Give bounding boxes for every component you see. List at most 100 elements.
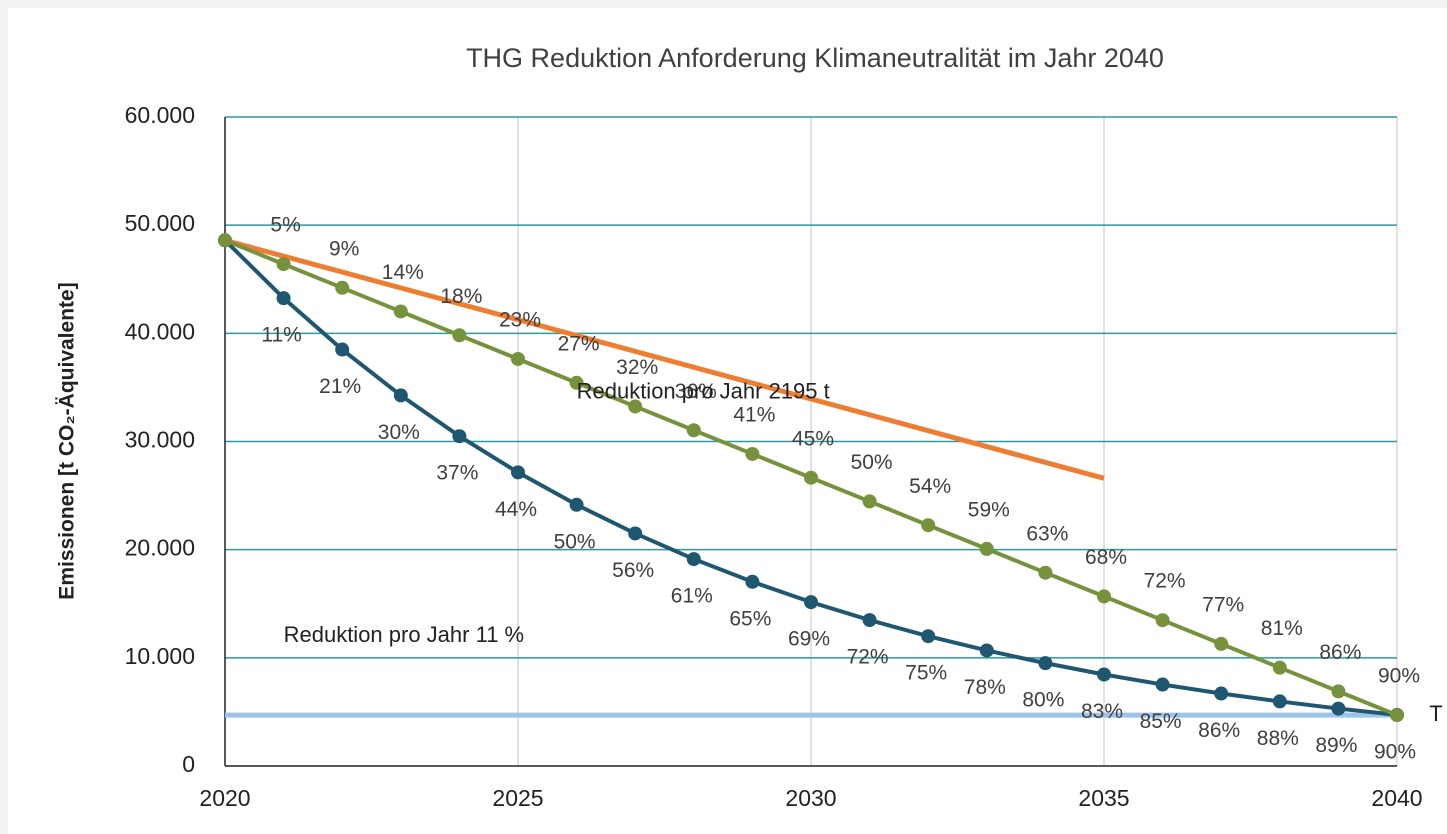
chart-title: THG Reduktion Anforderung Klimaneutralit… — [466, 43, 1164, 73]
data-point — [1214, 636, 1229, 651]
data-point — [335, 342, 350, 357]
x-tick-label: 2020 — [199, 785, 250, 811]
data-label: 41% — [733, 403, 775, 426]
data-label: 90% — [1378, 665, 1420, 688]
data-point — [393, 388, 408, 403]
data-point — [569, 375, 584, 390]
data-label: 65% — [729, 607, 771, 630]
x-tick-label: 2025 — [492, 785, 543, 811]
data-label: 81% — [1261, 617, 1303, 640]
data-point — [1272, 694, 1287, 709]
data-point — [862, 613, 877, 628]
data-label: 27% — [558, 332, 600, 355]
data-label: 32% — [616, 356, 658, 379]
data-point — [511, 351, 525, 366]
data-point — [686, 552, 701, 567]
data-label: 78% — [964, 676, 1006, 699]
y-tick-label: 60.000 — [125, 102, 195, 128]
data-label: 83% — [1081, 700, 1123, 723]
data-label: 75% — [905, 662, 947, 685]
data-label: 88% — [1257, 727, 1299, 750]
data-point — [276, 257, 291, 272]
data-point — [569, 497, 584, 512]
data-point — [628, 399, 643, 414]
data-point — [862, 494, 877, 509]
data-label: 77% — [1202, 593, 1244, 616]
data-point — [452, 328, 467, 343]
data-point — [979, 643, 994, 658]
x-tick-label: 2035 — [1078, 785, 1129, 811]
data-label: 44% — [495, 498, 537, 521]
data-label: 50% — [851, 451, 893, 474]
data-point — [804, 470, 818, 485]
data-label: 37% — [436, 462, 478, 485]
data-label: 54% — [909, 475, 951, 498]
data-point — [1331, 684, 1346, 699]
data-label: 86% — [1319, 641, 1361, 664]
data-label: 18% — [440, 285, 482, 308]
data-label: 69% — [788, 628, 830, 651]
data-label: 72% — [847, 646, 889, 669]
data-point — [921, 518, 936, 533]
data-label: 86% — [1198, 719, 1240, 742]
data-label: 56% — [612, 559, 654, 582]
data-point — [686, 423, 701, 438]
y-tick-label: 30.000 — [125, 427, 195, 453]
data-label: 85% — [1140, 710, 1182, 733]
data-point — [218, 233, 232, 248]
data-point — [1155, 677, 1170, 692]
data-point — [1097, 667, 1111, 682]
annotation: Reduktion pro Jahr 2195 t — [577, 379, 830, 404]
data-point — [745, 446, 760, 461]
data-label: 50% — [554, 530, 596, 553]
data-label: 30% — [378, 421, 420, 444]
data-label: 9% — [329, 237, 359, 260]
data-point — [979, 541, 994, 556]
data-label: 14% — [382, 261, 424, 284]
data-point — [452, 429, 467, 444]
data-point — [276, 291, 291, 306]
data-point — [1272, 660, 1287, 675]
data-point — [804, 595, 818, 610]
data-point — [335, 280, 350, 295]
data-point — [745, 574, 760, 589]
annotation: Reduktion pro Jahr 11 % — [284, 622, 525, 647]
data-point — [1038, 565, 1053, 580]
data-point — [1390, 708, 1404, 723]
data-point — [393, 304, 408, 319]
data-label: 45% — [792, 427, 834, 450]
data-point — [1155, 613, 1170, 628]
y-tick-label: 20.000 — [125, 535, 195, 561]
data-label: 61% — [671, 585, 713, 608]
y-tick-label: 0 — [182, 751, 195, 777]
data-label: 59% — [968, 498, 1010, 521]
data-label: 23% — [499, 309, 541, 332]
data-label: 72% — [1144, 570, 1186, 593]
chart-background — [8, 8, 1447, 834]
data-label: 21% — [319, 375, 361, 398]
data-label: 68% — [1085, 546, 1127, 569]
data-point — [1038, 656, 1053, 671]
data-label: 90% — [1374, 740, 1416, 763]
y-tick-label: 50.000 — [125, 210, 195, 236]
data-label: 80% — [1022, 689, 1064, 712]
data-label: 5% — [270, 214, 300, 237]
data-label: 63% — [1026, 522, 1068, 545]
reference-line — [224, 237, 1105, 481]
data-point — [1214, 686, 1229, 701]
data-point — [511, 465, 525, 480]
data-point — [628, 526, 643, 541]
data-point — [921, 629, 936, 644]
data-label: 36% — [675, 380, 717, 403]
annotation: T — [1429, 701, 1442, 726]
y-tick-label: 10.000 — [125, 643, 195, 669]
data-point — [1097, 589, 1111, 604]
y-tick-label: 40.000 — [125, 318, 195, 344]
x-tick-label: 2040 — [1371, 785, 1422, 811]
data-point — [1331, 701, 1346, 716]
data-label: 89% — [1315, 734, 1357, 757]
x-tick-label: 2030 — [785, 785, 836, 811]
data-label: 11% — [261, 324, 301, 347]
